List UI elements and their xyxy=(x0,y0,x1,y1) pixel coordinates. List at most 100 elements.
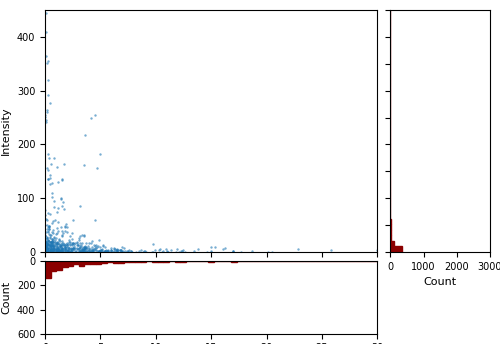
Point xyxy=(91,217,99,223)
Point xyxy=(80,245,88,251)
Point xyxy=(83,245,91,250)
Point xyxy=(48,246,56,252)
Point xyxy=(220,245,228,250)
Y-axis label: Count: Count xyxy=(1,281,11,314)
Point xyxy=(44,246,52,251)
Bar xyxy=(141,261,146,262)
Point xyxy=(103,249,111,254)
Point xyxy=(208,249,216,254)
Point xyxy=(110,247,118,252)
Point xyxy=(172,249,180,255)
Point xyxy=(50,244,58,249)
Point xyxy=(101,249,109,254)
Point xyxy=(100,249,108,255)
Bar xyxy=(68,261,73,266)
Point xyxy=(59,200,67,205)
Point xyxy=(58,248,66,254)
Point xyxy=(52,237,60,242)
Point xyxy=(112,247,120,253)
Point xyxy=(107,248,115,254)
Point xyxy=(48,248,56,254)
Point xyxy=(42,244,50,249)
Point xyxy=(52,246,60,252)
Point xyxy=(42,247,50,252)
Point xyxy=(68,247,76,252)
Point xyxy=(48,181,56,186)
Point xyxy=(52,240,60,245)
Point xyxy=(80,247,88,252)
Point xyxy=(42,248,50,254)
Point xyxy=(80,233,88,238)
Point xyxy=(46,233,54,238)
Point xyxy=(80,248,88,253)
Point xyxy=(50,246,58,251)
Bar xyxy=(73,261,79,264)
Point xyxy=(58,247,66,253)
Point xyxy=(76,234,84,239)
Point xyxy=(68,230,76,236)
Point xyxy=(48,246,56,251)
Point xyxy=(135,248,143,254)
Point xyxy=(158,249,166,255)
Point xyxy=(43,241,51,247)
Point xyxy=(53,209,61,214)
Point xyxy=(62,224,70,229)
Point xyxy=(58,248,66,254)
Point xyxy=(64,248,72,254)
Point xyxy=(91,112,99,118)
Point xyxy=(78,249,86,255)
Point xyxy=(102,249,110,255)
Point xyxy=(53,247,61,253)
Point xyxy=(164,249,172,254)
Point xyxy=(159,249,167,254)
Point xyxy=(54,244,62,249)
Point xyxy=(114,247,122,252)
Point xyxy=(54,249,62,254)
Point xyxy=(98,247,106,252)
Point xyxy=(50,242,58,247)
Point xyxy=(42,247,50,253)
Point xyxy=(42,229,50,234)
Point xyxy=(58,238,66,244)
Point xyxy=(42,222,50,227)
Point xyxy=(59,247,67,253)
Point xyxy=(102,249,110,255)
Point xyxy=(53,248,61,253)
Point xyxy=(78,245,86,250)
Point xyxy=(47,243,55,248)
Point xyxy=(62,221,70,226)
Point xyxy=(102,248,110,254)
Point xyxy=(52,231,60,236)
Point xyxy=(54,247,62,253)
Point xyxy=(65,245,73,251)
Point xyxy=(164,249,172,255)
Point xyxy=(42,243,50,248)
Bar xyxy=(180,261,186,262)
Point xyxy=(76,245,84,251)
Point xyxy=(56,244,64,249)
Point xyxy=(88,245,96,250)
Point xyxy=(58,246,66,251)
Point xyxy=(44,247,52,252)
Point xyxy=(117,247,125,252)
Point xyxy=(85,246,93,251)
Point xyxy=(64,249,72,254)
Point xyxy=(49,227,57,233)
Point xyxy=(124,249,132,255)
Point xyxy=(74,246,82,252)
Point xyxy=(50,198,58,204)
Point xyxy=(61,244,69,250)
Point xyxy=(70,245,78,250)
Point xyxy=(64,237,72,242)
Point xyxy=(44,248,52,254)
Point xyxy=(80,248,88,254)
Point xyxy=(66,248,74,254)
Point xyxy=(206,244,214,249)
Point xyxy=(96,245,104,250)
Point xyxy=(55,238,63,243)
Bar xyxy=(45,261,51,278)
Point xyxy=(58,228,66,233)
Point xyxy=(44,249,52,254)
Point xyxy=(49,247,57,252)
Bar xyxy=(158,261,164,262)
